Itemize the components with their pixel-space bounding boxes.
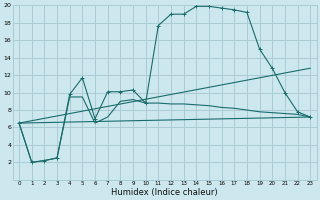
X-axis label: Humidex (Indice chaleur): Humidex (Indice chaleur) xyxy=(111,188,218,197)
